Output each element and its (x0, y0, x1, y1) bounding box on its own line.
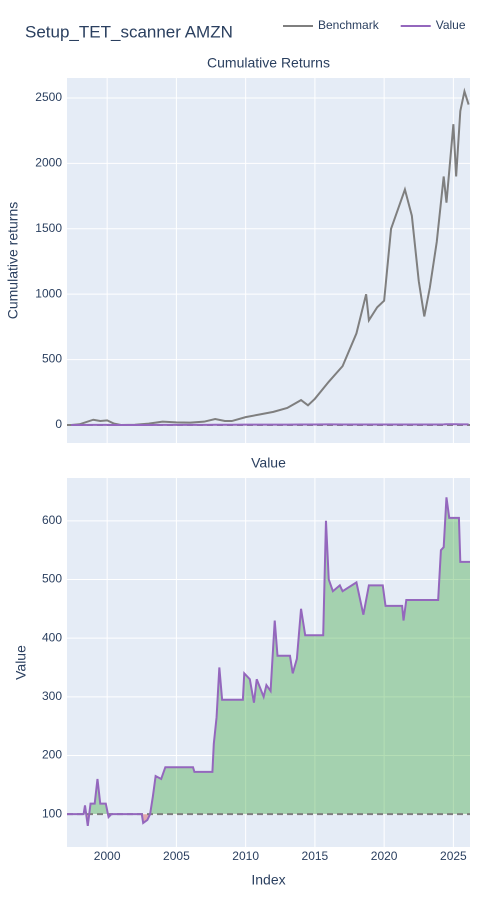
y-axis-label: Cumulative returns (5, 202, 21, 320)
y-tick-label: 500 (42, 352, 62, 366)
plot-layer (67, 497, 470, 827)
x-tick-label: 2005 (163, 849, 190, 863)
x-tick-label: 2020 (371, 849, 398, 863)
x-tick-label: 2000 (94, 849, 121, 863)
y-tick-label: 2000 (35, 156, 62, 170)
y-tick-label: 100 (42, 806, 62, 820)
x-tick-label: 2010 (232, 849, 259, 863)
legend-label: Benchmark (318, 18, 380, 32)
y-tick-label: 200 (42, 748, 62, 762)
x-tick-label: 2025 (440, 849, 467, 863)
plot-area (67, 78, 470, 443)
x-axis-label: Index (251, 872, 285, 888)
legend-label: Value (436, 18, 466, 32)
y-tick-label: 1000 (35, 286, 62, 300)
y-tick-label: 2500 (35, 90, 62, 104)
subplot-title: Value (251, 455, 286, 471)
y-tick-label: 0 (55, 417, 62, 431)
series-line (71, 423, 469, 426)
x-tick-label: 2015 (302, 849, 329, 863)
y-tick-label: 400 (42, 630, 62, 644)
y-tick-label: 1500 (35, 221, 62, 235)
y-tick-label: 500 (42, 572, 62, 586)
y-axis-label: Value (13, 645, 29, 680)
value-line (67, 497, 470, 827)
y-tick-label: 600 (42, 513, 62, 527)
page-title: Setup_TET_scanner AMZN (25, 22, 233, 41)
plot-layer (67, 87, 470, 426)
subplot-title: Cumulative Returns (207, 55, 330, 71)
plot-area (67, 478, 470, 847)
y-tick-label: 300 (42, 689, 62, 703)
